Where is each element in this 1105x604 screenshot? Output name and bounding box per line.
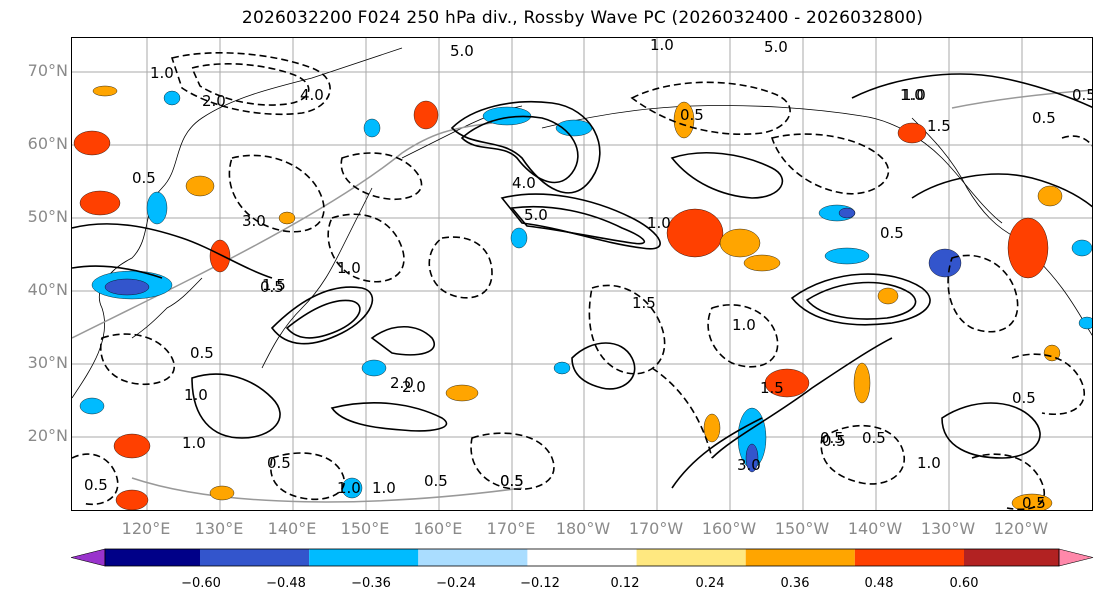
- colorbar-tick: −0.48: [266, 576, 306, 591]
- contour-label: 1.0: [182, 434, 206, 452]
- colorbar-tick: 0.60: [949, 576, 979, 591]
- solid-contours: [72, 73, 1092, 489]
- lat-label-50n: 50°N: [27, 207, 68, 226]
- colorbar-segment: [418, 549, 528, 566]
- colorbar-segment: [527, 549, 637, 566]
- contour-label: 1.0: [337, 259, 361, 277]
- colorbar-segment: [854, 549, 964, 566]
- contour-label: 0.5: [1012, 389, 1036, 407]
- contour-label: 0.5: [500, 472, 524, 490]
- colorbar-segment: [200, 549, 310, 566]
- contour-label: 1.0: [732, 316, 756, 334]
- lon-label: 160°W: [701, 519, 757, 538]
- colorbar-tick: 0.24: [695, 576, 725, 591]
- contour-label: 0.5: [822, 432, 846, 450]
- colorbar-segment: [105, 549, 200, 566]
- map-canvas: 5.0 5.0 1.0 1.0 2.0 1.0 0.5 0.5 1.5 0.5 …: [72, 38, 1093, 511]
- contour-label: 1.5: [760, 379, 784, 397]
- colorbar-tick: 0.36: [780, 576, 810, 591]
- contour-label: 5.0: [450, 42, 474, 60]
- contour-label: 0.5: [500, 472, 524, 490]
- colorbar-tick: −0.12: [520, 576, 560, 591]
- lon-label: 140°E: [267, 519, 317, 538]
- contour-label: 1.0: [917, 454, 941, 472]
- colorbar-segment: [964, 549, 1059, 566]
- lon-label: 140°W: [847, 519, 903, 538]
- map-panel: 5.0 5.0 1.0 1.0 2.0 1.0 0.5 0.5 1.5 0.5 …: [71, 37, 1093, 511]
- contour-label: 4.0: [512, 174, 536, 192]
- lon-label: 150°E: [340, 519, 390, 538]
- lon-label: 150°W: [774, 519, 830, 538]
- contour-label: 0.5: [820, 429, 844, 447]
- colorbar-segments: [71, 548, 1094, 567]
- contour-label: 0.5: [267, 454, 291, 472]
- contour-label: 0.5: [424, 472, 448, 490]
- lon-label: 130°W: [920, 519, 976, 538]
- projection-curves: [72, 89, 1092, 503]
- contour-label: 1.5: [927, 117, 951, 135]
- lat-label-30n: 30°N: [27, 353, 68, 372]
- colorbar-tick: −0.36: [351, 576, 391, 591]
- contour-label: 1.0: [184, 386, 208, 404]
- contour-label: 1.0: [647, 214, 671, 232]
- lon-label: 170°E: [486, 519, 536, 538]
- colorbar-segment: [636, 549, 746, 566]
- lon-label: 160°E: [413, 519, 463, 538]
- contour-label: 1.5: [262, 276, 286, 294]
- lat-label-70n: 70°N: [27, 61, 68, 80]
- lon-label: 120°E: [121, 519, 171, 538]
- contour-label: 0.5: [190, 344, 214, 362]
- colorbar-extend-min: [71, 548, 106, 567]
- lon-label: 130°E: [194, 519, 244, 538]
- colorbar-segment: [309, 549, 419, 566]
- colorbar-segment: [745, 549, 855, 566]
- lon-label: 120°W: [993, 519, 1049, 538]
- contour-label: 1.5: [632, 294, 656, 312]
- lat-label-60n: 60°N: [27, 134, 68, 153]
- contour-label: 0.5: [132, 169, 156, 187]
- contour-label: 0.5: [260, 278, 284, 296]
- contour-label: 0.5: [862, 429, 886, 447]
- contour-label: 0.5: [1072, 86, 1093, 104]
- colorbar: [71, 548, 1094, 567]
- lat-label-40n: 40°N: [27, 280, 68, 299]
- contour-label: 4.0: [300, 86, 324, 104]
- contour-label: 3.0: [242, 212, 266, 230]
- contour-label: 5.0: [524, 206, 548, 224]
- contour-label: 1.0: [650, 38, 674, 54]
- colorbar-tick: −0.24: [436, 576, 476, 591]
- contour-label: 0.5: [680, 106, 704, 124]
- contour-label: 0.5: [1022, 494, 1046, 511]
- colorbar-tick: −0.60: [181, 576, 221, 591]
- dashed-contours: [72, 52, 1092, 510]
- lat-label-20n: 20°N: [27, 426, 68, 445]
- colorbar-extend-max: [1058, 548, 1094, 567]
- contour-labels: 5.0 5.0 1.0 1.0 2.0 1.0 0.5 0.5 1.5 0.5 …: [84, 38, 1093, 511]
- contour-label: 1.0: [902, 86, 926, 104]
- contour-label: 3.0: [737, 456, 761, 474]
- map-title: 2026032200 F024 250 hPa div., Rossby Wav…: [241, 8, 924, 28]
- lon-label: 170°W: [628, 519, 684, 538]
- contour-label: 1.0: [337, 479, 361, 497]
- divergence-shading: [73, 85, 1092, 510]
- contour-label: 2.0: [402, 378, 426, 396]
- contour-label: 0.5: [880, 224, 904, 242]
- contour-label: 0.5: [1032, 109, 1056, 127]
- contour-label: 0.5: [84, 476, 108, 494]
- colorbar-tick: 0.12: [610, 576, 640, 591]
- contour-label: 1.0: [900, 86, 924, 104]
- lon-label: 180°W: [555, 519, 611, 538]
- colorbar-outline: [104, 548, 1060, 567]
- contour-label: 5.0: [764, 38, 788, 56]
- contour-label: 1.0: [372, 479, 396, 497]
- colorbar-tick: 0.48: [864, 576, 894, 591]
- contour-label: 1.0: [150, 64, 174, 82]
- contour-label: 2.0: [390, 374, 414, 392]
- contour-label: 2.0: [202, 92, 226, 110]
